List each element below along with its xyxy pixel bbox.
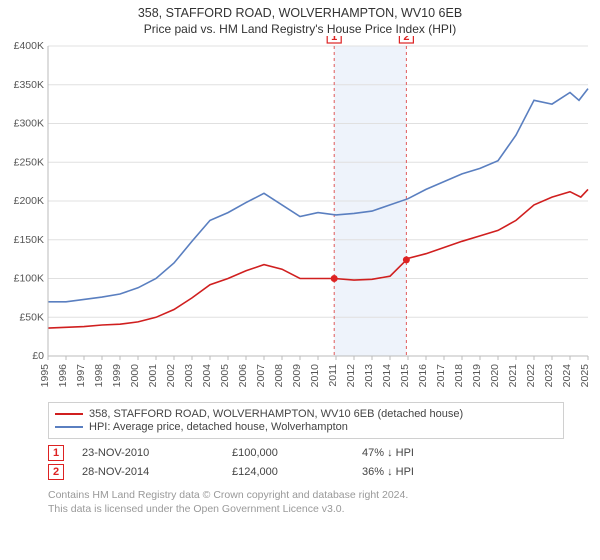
chart-footnote: Contains HM Land Registry data © Crown c…: [48, 488, 564, 516]
marker-id-box: 2: [48, 464, 64, 480]
svg-text:1996: 1996: [57, 364, 69, 388]
svg-text:2017: 2017: [435, 364, 447, 388]
svg-text:2007: 2007: [255, 364, 267, 388]
svg-text:2015: 2015: [399, 364, 411, 388]
svg-text:2003: 2003: [183, 364, 195, 388]
price-paid-row: 1 23-NOV-2010 £100,000 47% ↓ HPI: [48, 445, 564, 461]
svg-text:2019: 2019: [471, 364, 483, 388]
svg-text:1: 1: [331, 36, 337, 43]
footnote-line2: This data is licensed under the Open Gov…: [48, 502, 564, 516]
chart-title-line1: 358, STAFFORD ROAD, WOLVERHAMPTON, WV10 …: [0, 6, 600, 20]
svg-text:£0: £0: [32, 350, 44, 362]
legend-label: 358, STAFFORD ROAD, WOLVERHAMPTON, WV10 …: [89, 408, 463, 420]
svg-text:2018: 2018: [453, 364, 465, 388]
svg-text:2008: 2008: [273, 364, 285, 388]
svg-text:£300K: £300K: [14, 118, 44, 130]
svg-text:1995: 1995: [39, 364, 51, 388]
svg-text:£250K: £250K: [14, 156, 44, 168]
svg-text:2002: 2002: [165, 364, 177, 388]
chart-svg: £0 £50K £100K £150K £200K £250K £300K £350K £400…: [0, 36, 600, 396]
svg-text:2013: 2013: [363, 364, 375, 388]
svg-text:2004: 2004: [201, 364, 213, 388]
marker-id-box: 1: [48, 445, 64, 461]
svg-text:£400K: £400K: [14, 40, 44, 52]
svg-text:2022: 2022: [525, 364, 537, 388]
svg-text:2021: 2021: [507, 364, 519, 388]
chart-container: { "title_line1": "358, STAFFORD ROAD, WO…: [0, 0, 600, 516]
svg-text:£200K: £200K: [14, 195, 44, 207]
row-date: 28-NOV-2014: [82, 466, 192, 478]
row-hpi-delta: 47% ↓ HPI: [362, 447, 452, 459]
svg-text:2009: 2009: [291, 364, 303, 388]
legend-row: 358, STAFFORD ROAD, WOLVERHAMPTON, WV10 …: [55, 408, 557, 420]
svg-text:£100K: £100K: [14, 273, 44, 285]
legend-row: HPI: Average price, detached house, Wolv…: [55, 421, 557, 433]
row-price: £124,000: [232, 466, 322, 478]
svg-text:2014: 2014: [381, 364, 393, 388]
svg-text:1998: 1998: [93, 364, 105, 388]
svg-text:2006: 2006: [237, 364, 249, 388]
footnote-line1: Contains HM Land Registry data © Crown c…: [48, 488, 564, 502]
svg-text:2: 2: [403, 36, 409, 43]
svg-text:1997: 1997: [75, 364, 87, 388]
chart-legend: 358, STAFFORD ROAD, WOLVERHAMPTON, WV10 …: [48, 402, 564, 439]
legend-label: HPI: Average price, detached house, Wolv…: [89, 421, 348, 433]
legend-swatch: [55, 426, 83, 428]
svg-text:£350K: £350K: [14, 79, 44, 91]
svg-text:2000: 2000: [129, 364, 141, 388]
svg-text:2010: 2010: [309, 364, 321, 388]
svg-text:2011: 2011: [327, 364, 339, 387]
chart-title-line2: Price paid vs. HM Land Registry's House …: [0, 22, 600, 36]
svg-text:2023: 2023: [543, 364, 555, 388]
svg-text:2020: 2020: [489, 364, 501, 388]
chart-plot-area: £0 £50K £100K £150K £200K £250K £300K £350K £400…: [0, 36, 600, 396]
chart-titles: 358, STAFFORD ROAD, WOLVERHAMPTON, WV10 …: [0, 0, 600, 36]
price-paid-row: 2 28-NOV-2014 £124,000 36% ↓ HPI: [48, 464, 564, 480]
svg-text:2016: 2016: [417, 364, 429, 388]
legend-swatch: [55, 413, 83, 415]
price-paid-rows: 1 23-NOV-2010 £100,000 47% ↓ HPI 2 28-NOV-201…: [48, 445, 564, 480]
svg-text:£50K: £50K: [19, 311, 44, 323]
row-hpi-delta: 36% ↓ HPI: [362, 466, 452, 478]
svg-text:1999: 1999: [111, 364, 123, 388]
svg-text:2005: 2005: [219, 364, 231, 388]
svg-text:2012: 2012: [345, 364, 357, 388]
svg-text:2025: 2025: [579, 364, 591, 388]
row-date: 23-NOV-2010: [82, 447, 192, 459]
svg-text:2001: 2001: [147, 364, 159, 388]
row-price: £100,000: [232, 447, 322, 459]
svg-text:£150K: £150K: [14, 234, 44, 246]
svg-text:2024: 2024: [561, 364, 573, 388]
